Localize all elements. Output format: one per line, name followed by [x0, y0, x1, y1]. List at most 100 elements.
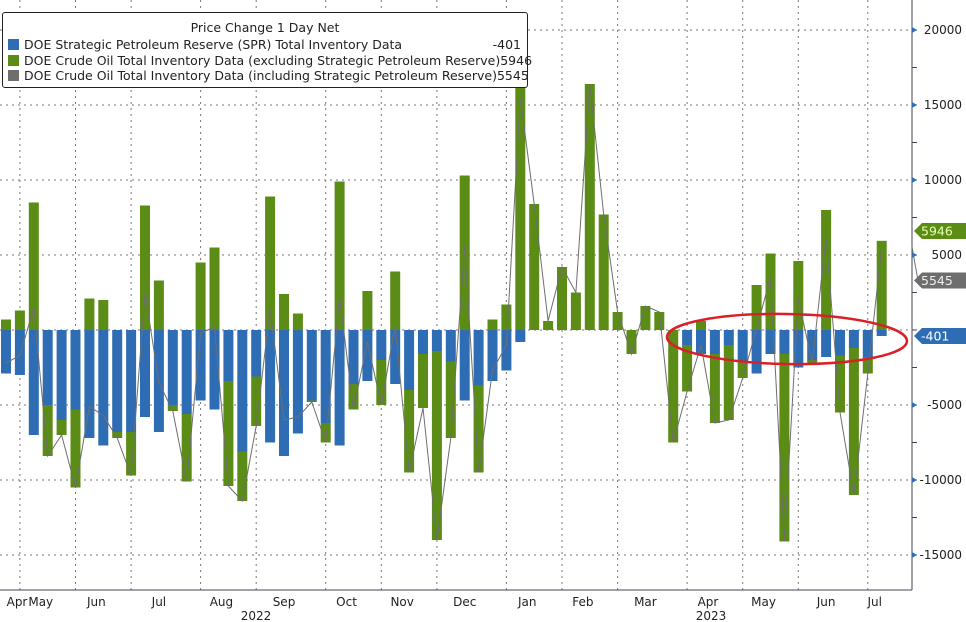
bar-spr: [765, 330, 776, 354]
bar-spr: [709, 330, 720, 354]
x-year-label: 2023: [696, 609, 727, 622]
highlight-ellipse: [665, 312, 909, 366]
bar-excl-spr: [362, 291, 373, 330]
bar-spr: [431, 330, 442, 351]
bar-spr: [84, 330, 95, 438]
bar-excl-spr: [445, 361, 456, 438]
bar-excl-spr: [209, 247, 220, 330]
bar-excl-spr: [265, 196, 276, 330]
legend-item-spr: DOE Strategic Petroleum Reserve (SPR) To…: [3, 37, 527, 53]
legend-label: DOE Crude Oil Total Inventory Data (incl…: [24, 68, 497, 84]
bar-spr: [376, 330, 387, 360]
bar-spr: [28, 330, 39, 435]
bar-spr: [487, 330, 498, 381]
bar-excl-spr: [418, 354, 428, 408]
bar-spr: [126, 330, 137, 432]
bar-excl-spr: [682, 345, 693, 392]
y-tick-label: -10000: [919, 473, 962, 487]
y-tick-label: 15000: [924, 98, 962, 112]
x-year-label: 2022: [241, 609, 272, 622]
bar-spr: [98, 330, 109, 446]
bar-excl-spr: [140, 205, 150, 330]
bar-spr: [862, 330, 873, 357]
bar-excl-spr: [487, 319, 498, 330]
bar-excl-spr: [376, 360, 387, 405]
x-tick-label: Jul: [151, 595, 166, 609]
bar-spr: [848, 330, 859, 348]
bar-spr: [418, 330, 428, 354]
bar-spr: [404, 330, 415, 390]
bar-excl-spr: [821, 210, 832, 330]
bar-excl-spr: [515, 85, 526, 330]
bar-spr: [223, 330, 234, 381]
bar-excl-spr: [279, 294, 289, 330]
bar-spr: [793, 330, 804, 368]
x-tick-label: Jul: [867, 595, 882, 609]
bar-spr: [807, 330, 818, 360]
x-tick-label: Dec: [453, 595, 476, 609]
bar-spr: [279, 330, 289, 456]
bar-excl-spr: [126, 432, 137, 476]
bar-excl-spr: [251, 376, 262, 426]
total-line: [5, 83, 883, 542]
bar-excl-spr: [223, 381, 234, 486]
x-tick-label: Mar: [634, 595, 657, 609]
bar-excl-spr: [640, 306, 651, 330]
y-tick-arrow: [912, 177, 917, 183]
bar-spr: [251, 330, 262, 377]
bar-excl-spr: [626, 330, 637, 354]
bar-excl-spr: [737, 361, 748, 378]
bar-spr: [237, 330, 248, 452]
bar-spr: [751, 330, 762, 374]
bar-excl-spr: [195, 262, 206, 330]
bar-spr: [445, 330, 456, 362]
bar-spr: [821, 330, 832, 357]
bar-spr: [292, 330, 303, 434]
x-tick-label: May: [751, 595, 776, 609]
x-tick-label: Apr: [7, 595, 28, 609]
bar-excl-spr: [1, 319, 11, 330]
y-tick-arrow: [912, 102, 917, 108]
bar-excl-spr: [862, 357, 873, 374]
bar-spr: [70, 330, 81, 410]
bar-spr: [195, 330, 206, 401]
bar-spr: [14, 330, 25, 375]
bar-excl-spr: [612, 312, 623, 330]
bar-excl-spr: [404, 390, 415, 473]
bar-excl-spr: [237, 451, 248, 501]
bar-spr: [320, 330, 331, 423]
bar-excl-spr: [390, 271, 401, 330]
bar-excl-spr: [723, 345, 734, 420]
legend-item-incl-spr: DOE Crude Oil Total Inventory Data (incl…: [3, 68, 529, 84]
legend-swatch-excl-spr: [8, 54, 19, 66]
bar-excl-spr: [709, 354, 720, 423]
bar-excl-spr: [42, 405, 53, 456]
bar-excl-spr: [56, 420, 67, 435]
bars: [1, 84, 887, 542]
bar-excl-spr: [598, 214, 609, 330]
bar-excl-spr: [112, 432, 123, 438]
y-tick-arrow: [912, 402, 917, 408]
bar-excl-spr: [306, 400, 317, 402]
bar-spr: [265, 330, 276, 443]
bar-excl-spr: [181, 414, 192, 482]
bar-excl-spr: [779, 354, 790, 542]
bar-excl-spr: [557, 267, 567, 330]
bar-spr: [682, 330, 693, 345]
bar-spr: [140, 330, 150, 417]
bar-spr: [723, 330, 734, 345]
bar-spr: [209, 330, 220, 410]
bar-excl-spr: [153, 280, 164, 330]
legend-title: Price Change 1 Day Net: [190, 20, 340, 35]
bar-spr: [167, 330, 178, 405]
y-tick-label: -5000: [927, 398, 962, 412]
bar-spr: [56, 330, 67, 420]
bar-excl-spr: [70, 409, 81, 488]
bar-spr: [737, 330, 748, 362]
bar-spr: [42, 330, 53, 405]
legend-label: DOE Strategic Petroleum Reserve (SPR) To…: [24, 37, 403, 53]
bar-excl-spr: [793, 261, 804, 330]
x-tick-label: Sep: [273, 595, 296, 609]
price-tag-incl-spr-bg: [914, 272, 966, 289]
